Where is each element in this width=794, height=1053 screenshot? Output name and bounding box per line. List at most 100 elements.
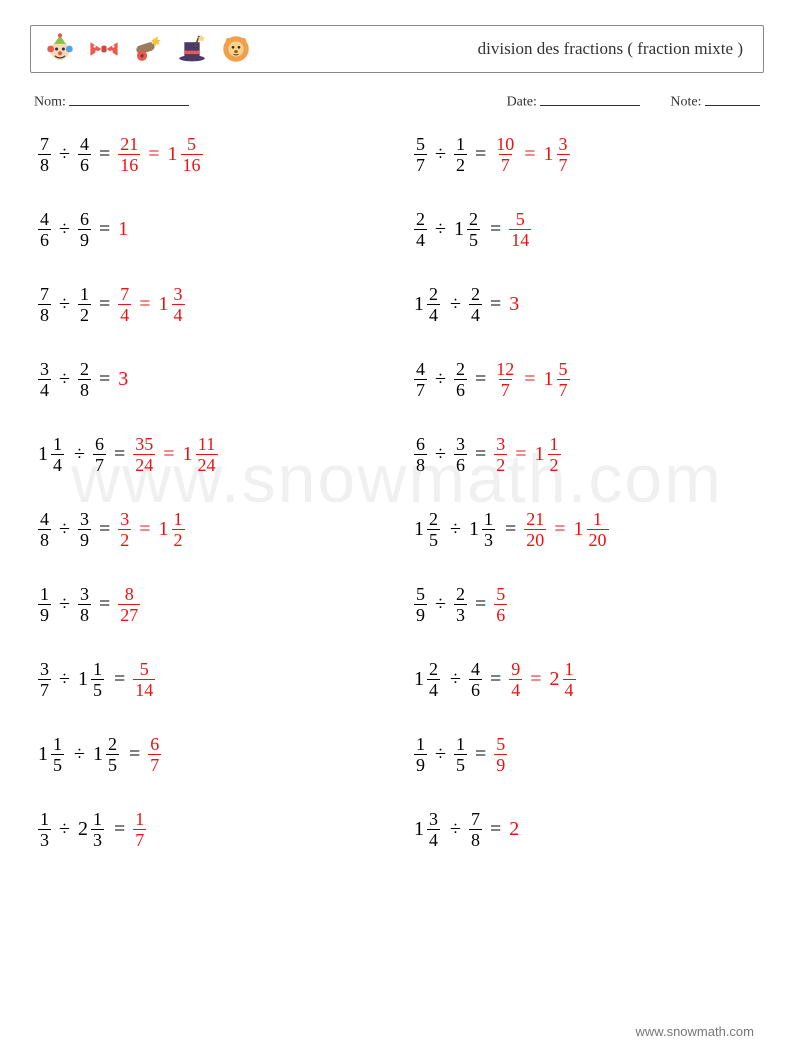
equals: = [554,519,565,539]
problem: 47÷26=127=157 [412,360,758,399]
mixed-number: 11124 [183,435,220,474]
answer-int: 3 [509,294,519,314]
divide-op: ÷ [59,519,70,539]
equals: = [114,819,125,839]
footer-link: www.snowmath.com [636,1024,754,1039]
nom-field: Nom: [34,91,189,111]
problem: 78÷12=74=134 [36,285,382,324]
problem: 13÷213=17 [36,810,382,849]
problem: 19÷15=59 [412,735,758,774]
fraction: 26 [454,360,467,399]
mixed-number: 112 [159,510,187,549]
problem: 125÷113=2120=1120 [412,510,758,549]
divide-op: ÷ [435,369,446,389]
fraction: 78 [38,135,51,174]
equals: = [524,369,535,389]
mixed-number: 114 [38,435,66,474]
cannon-icon [131,32,165,66]
meta-row: Nom: Date: Note: [30,91,764,125]
fraction: 36 [454,435,467,474]
equals: = [505,519,516,539]
divide-op: ÷ [59,819,70,839]
fraction: 94 [509,660,522,699]
equals: = [524,144,535,164]
divide-op: ÷ [59,219,70,239]
equals: = [139,519,150,539]
equals: = [99,294,110,314]
fraction: 67 [93,435,106,474]
problem: 48÷39=32=112 [36,510,382,549]
fraction: 46 [38,210,51,249]
problem: 124÷24=3 [412,285,758,324]
problem: 37÷115=514 [36,660,382,699]
problem: 114÷67=3524=11124 [36,435,382,474]
equals: = [114,444,125,464]
fraction: 74 [118,285,131,324]
header-icons [43,32,253,66]
problem: 115÷125=67 [36,735,382,774]
equals: = [139,294,150,314]
fraction: 107 [494,135,516,174]
fraction: 46 [78,135,91,174]
fraction: 127 [494,360,516,399]
fraction: 67 [148,735,161,774]
fraction: 13 [38,810,51,849]
divide-op: ÷ [450,519,461,539]
mixed-number: 113 [469,510,497,549]
answer-int: 3 [118,369,128,389]
divide-op: ÷ [450,294,461,314]
fraction: 514 [133,660,155,699]
fraction: 59 [414,585,427,624]
fraction: 57 [414,135,427,174]
mixed-number: 124 [414,285,442,324]
fraction: 68 [414,435,427,474]
fraction: 34 [38,360,51,399]
mixed-number: 1516 [168,135,205,174]
equals: = [148,144,159,164]
problem: 24÷125=514 [412,210,758,249]
mixed-number: 125 [93,735,121,774]
fraction: 827 [118,585,140,624]
fraction: 78 [469,810,482,849]
fraction: 59 [494,735,507,774]
fraction: 32 [118,510,131,549]
mixed-number: 213 [78,810,106,849]
divide-op: ÷ [59,369,70,389]
problems-grid: 78÷46=2116=151657÷12=107=13746÷69=124÷12… [30,125,764,859]
mixed-number: 124 [414,660,442,699]
fraction: 37 [38,660,51,699]
equals: = [114,669,125,689]
fraction: 3524 [133,435,155,474]
fraction: 514 [509,210,531,249]
mixed-number: 134 [159,285,187,324]
fraction: 56 [494,585,507,624]
equals: = [99,219,110,239]
magic-hat-icon [175,32,209,66]
problem: 134÷78=2 [412,810,758,849]
problem: 68÷36=32=112 [412,435,758,474]
fraction: 15 [454,735,467,774]
equals: = [490,219,501,239]
equals: = [99,369,110,389]
bowtie-icon [87,32,121,66]
mixed-number: 214 [550,660,578,699]
answer-int: 1 [118,219,128,239]
fraction: 78 [38,285,51,324]
header-box: division des fractions ( fraction mixte … [30,25,764,73]
mixed-number: 1120 [574,510,611,549]
equals: = [99,144,110,164]
equals: = [99,594,110,614]
divide-op: ÷ [59,669,70,689]
mixed-number: 112 [535,435,563,474]
fraction: 12 [78,285,91,324]
divide-op: ÷ [435,444,446,464]
fraction: 32 [494,435,507,474]
divide-op: ÷ [74,744,85,764]
equals: = [475,444,486,464]
fraction: 23 [454,585,467,624]
divide-op: ÷ [435,144,446,164]
fraction: 12 [454,135,467,174]
mixed-number: 157 [544,360,572,399]
divide-op: ÷ [435,594,446,614]
fraction: 19 [414,735,427,774]
